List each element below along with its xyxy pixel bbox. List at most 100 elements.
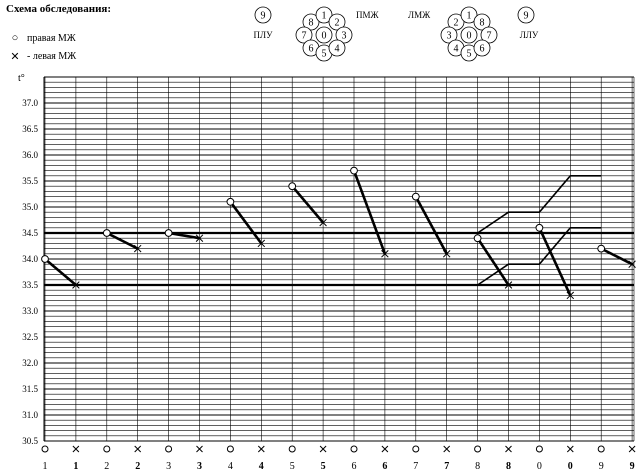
pmzh-circle: [315, 6, 333, 24]
x-marker-cross-icon: [134, 445, 142, 453]
x-tick-label: 0: [537, 461, 542, 472]
legend-right-label: правая МЖ: [27, 32, 76, 44]
x-marker-cross-icon: [381, 445, 389, 453]
llu-circle: [517, 6, 535, 24]
x-tick-label: 7: [444, 461, 449, 472]
left-breast-point: [566, 291, 575, 300]
lmzh-label: ЛМЖ: [408, 10, 431, 20]
pmzh-circle: [328, 13, 346, 31]
pair-line: [352, 170, 387, 255]
left-breast-point: [628, 260, 636, 268]
y-tick-label: 36.5: [22, 124, 38, 134]
x-marker-cross-icon: [196, 445, 203, 453]
y-tick-label: 32.0: [22, 358, 38, 368]
x-tick-label: 3: [166, 461, 171, 472]
y-tick-label: 30.5: [22, 436, 38, 446]
pair-line: [476, 237, 510, 286]
scheme-number: 2: [454, 18, 459, 29]
right-breast-point: [164, 229, 173, 237]
x-marker-circle-icon: [350, 445, 358, 453]
x-tick-label: 2: [135, 461, 140, 472]
y-tick-label: 31.0: [22, 410, 38, 420]
x-marker-cross-icon: [505, 445, 512, 453]
y-axis-label: t°: [18, 73, 25, 84]
scheme-number: 5: [467, 49, 472, 60]
scheme-number: 6: [309, 44, 314, 55]
right-breast-point: [288, 182, 297, 191]
x-tick-label: 2: [104, 461, 109, 472]
right-breast-point: [535, 223, 544, 232]
scheme-number: 5: [322, 49, 327, 60]
y-tick-label: 37.0: [22, 98, 38, 108]
left-breast-point: [381, 250, 389, 258]
scheme-number: 3: [342, 31, 347, 42]
y-tick-label: 36.0: [22, 150, 38, 160]
x-marker-circle-icon: [41, 445, 49, 453]
x-marker-circle-icon: [597, 445, 605, 453]
y-tick-label: 33.0: [22, 306, 38, 316]
scheme-number: 8: [480, 18, 485, 29]
pmzh-circle: [335, 26, 353, 44]
pmzh-circle: [328, 39, 346, 57]
x-marker-circle-icon: [226, 445, 234, 453]
x-tick-label: 7: [413, 461, 418, 472]
x-tick-label: 8: [475, 461, 480, 472]
pair-line: [600, 247, 633, 266]
left-breast-point: [195, 234, 204, 242]
x-tick-label: 9: [630, 461, 635, 472]
y-tick-label: 34.5: [22, 228, 38, 238]
scheme-number: 1: [322, 11, 327, 22]
lmzh-circle: [460, 26, 478, 44]
x-marker-circle-icon: [288, 445, 296, 453]
pair-line: [106, 231, 139, 250]
left-breast-point: [319, 218, 327, 227]
scheme-number: 6: [480, 44, 485, 55]
scheme-number: 4: [454, 44, 459, 55]
lmzh-circle: [480, 26, 498, 44]
plu-label: ПЛУ: [254, 30, 274, 40]
scheme-number: 3: [447, 31, 452, 42]
scheme-number: 1: [467, 11, 472, 22]
right-breast-point: [226, 197, 235, 206]
x-marker-cross-icon: [257, 445, 265, 453]
llu-label: ЛЛУ: [520, 30, 539, 40]
x-tick-label: 8: [506, 461, 511, 472]
x-marker-circle-icon: [103, 445, 111, 453]
right-breast-point: [473, 234, 482, 243]
y-tick-label: 33.5: [22, 280, 38, 290]
left-breast-point: [504, 281, 513, 289]
lmzh-circle: [447, 13, 465, 31]
x-marker-circle-icon: [165, 445, 173, 453]
pair-line: [168, 231, 200, 240]
lmzh-circle: [473, 13, 491, 31]
lmzh-circle: [460, 6, 478, 24]
right-breast-point: [350, 166, 358, 175]
y-tick-label: 31.5: [22, 384, 38, 394]
x-marker-cross-icon: [628, 445, 636, 453]
y-tick-label: 35.5: [22, 176, 38, 186]
lmzh-circle: [440, 26, 458, 44]
pair-line: [229, 201, 263, 245]
scheme-title: Схема обследования:: [6, 3, 112, 15]
x-marker-circle-icon: [535, 445, 543, 453]
x-tick-label: 4: [259, 461, 264, 472]
x-tick-label: 5: [321, 461, 326, 472]
pair-line: [44, 258, 77, 286]
pair-line: [538, 227, 572, 296]
x-marker-cross-icon: [319, 445, 327, 453]
band-upper-line: [477, 175, 602, 234]
pmzh-circle: [295, 26, 313, 44]
left-breast-point: [72, 281, 80, 289]
pair-line: [291, 185, 325, 224]
x-marker-cross-icon: [443, 445, 451, 453]
legend-right-breast: ○ правая МЖ: [9, 32, 76, 44]
cross-marker-icon: ✕: [10, 51, 20, 63]
right-breast-point: [102, 229, 111, 237]
legend-left-label: - левая МЖ: [27, 51, 77, 62]
left-breast-point: [133, 244, 142, 253]
pmzh-circle: [302, 13, 320, 31]
x-marker-circle-icon: [474, 445, 482, 453]
scheme-number: 0: [467, 31, 472, 42]
x-tick-label: 9: [599, 461, 604, 472]
